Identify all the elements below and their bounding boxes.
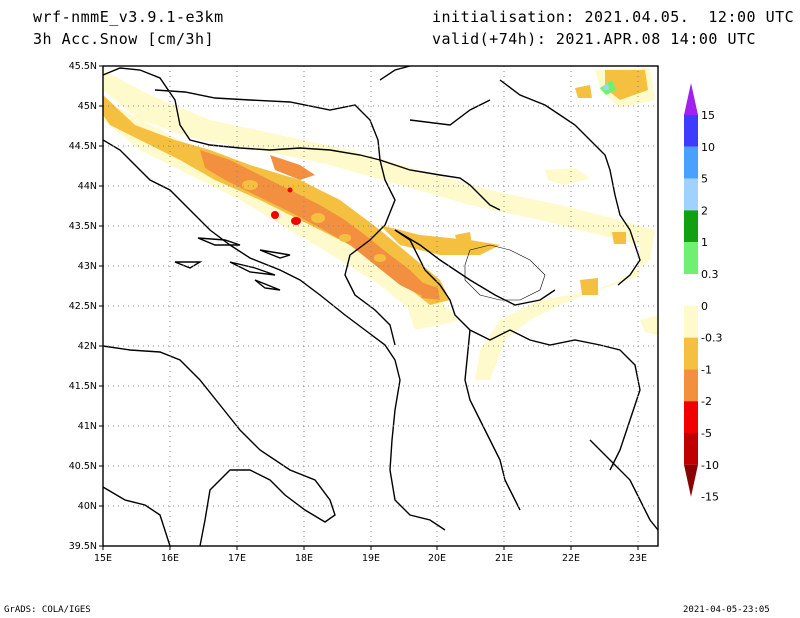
lon-label: 18E <box>295 553 313 564</box>
legend-swatch <box>684 274 698 306</box>
legend-swatch <box>684 242 698 274</box>
grid-lines <box>103 66 658 546</box>
inner-borders <box>464 244 546 301</box>
legend-label: -1 <box>701 363 712 376</box>
legend-label: 15 <box>701 109 715 122</box>
lat-labels: 45.5N 45N 44.5N 44N 43.5N 43N 42.5N 42N … <box>69 61 97 552</box>
lon-label: 21E <box>495 553 513 564</box>
color-legend: 15 10 5 2 1 0.3 0 -0.3 -1 -2 -5 -10 -15 <box>684 83 722 504</box>
lat-label: 42.5N <box>69 301 97 312</box>
lat-label: 41N <box>78 421 97 432</box>
lat-label: 44.5N <box>69 141 97 152</box>
lat-label: 43N <box>78 261 97 272</box>
init-time: initialisation: 2021.04.05. 12:00 UTC <box>432 8 795 26</box>
legend-label: 5 <box>701 173 708 186</box>
legend-label: -15 <box>701 491 719 504</box>
lat-label: 40.5N <box>69 461 97 472</box>
lat-label: 41.5N <box>69 381 97 392</box>
legend-label: 1 <box>701 236 708 249</box>
legend-swatch <box>684 337 698 370</box>
lat-label: 40N <box>78 501 97 512</box>
valid-time: valid(+74h): 2021.APR.08 14:00 UTC <box>432 30 757 48</box>
legend-label: -5 <box>701 427 712 440</box>
coastlines <box>103 66 658 546</box>
lon-label: 20E <box>428 553 446 564</box>
legend-swatch <box>684 146 698 179</box>
legend-label: -10 <box>701 459 719 472</box>
lon-label: 22E <box>562 553 580 564</box>
lat-label: 44N <box>78 181 97 192</box>
lon-labels: 15E 16E 17E 18E 19E 20E 21E 22E 23E <box>94 553 647 564</box>
legend-swatch <box>684 210 698 243</box>
legend-swatch <box>684 178 698 211</box>
lat-label: 45.5N <box>69 61 97 72</box>
lat-label: 42N <box>78 341 97 352</box>
lon-label: 17E <box>228 553 246 564</box>
lat-label: 45N <box>78 101 97 112</box>
render-timestamp: 2021-04-05-23:05 <box>683 605 770 615</box>
legend-label: 10 <box>701 141 715 154</box>
legend-label: 0 <box>701 300 708 313</box>
map-frame <box>102 65 659 547</box>
lon-label: 19E <box>362 553 380 564</box>
lon-label: 16E <box>161 553 179 564</box>
legend-label: -2 <box>701 395 712 408</box>
field-title: 3h Acc.Snow [cm/3h] <box>33 30 215 48</box>
legend-swatch <box>684 433 698 465</box>
lon-label: 15E <box>94 553 112 564</box>
legend-swatch <box>684 401 698 433</box>
legend-label: 2 <box>701 204 708 217</box>
tick-marks <box>99 65 639 550</box>
grads-credit: GrADS: COLA/IGES <box>4 605 91 615</box>
legend-arrow-bottom <box>684 464 698 497</box>
legend-swatch <box>684 369 698 402</box>
legend-arrow-top <box>684 83 698 115</box>
lat-label: 43.5N <box>69 221 97 232</box>
legend-label: -0.3 <box>701 332 722 345</box>
legend-label: 0.3 <box>701 268 719 281</box>
snow-field <box>103 68 658 380</box>
model-title: wrf-nmmE_v3.9.1-e3km <box>33 8 224 26</box>
legend-swatch <box>684 305 698 338</box>
legend-swatch <box>684 115 698 147</box>
lat-label: 39.5N <box>69 541 97 552</box>
lon-label: 23E <box>629 553 647 564</box>
